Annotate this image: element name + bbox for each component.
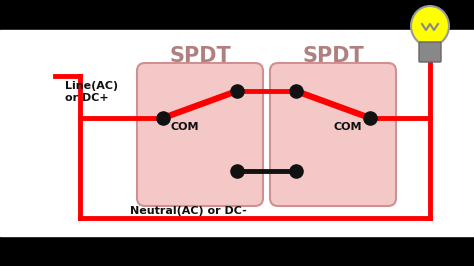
- Bar: [0, 30, 474, 236]
- Bar: [0, 236, 474, 266]
- FancyBboxPatch shape: [419, 42, 441, 62]
- Text: Line(AC)
or DC+: Line(AC) or DC+: [65, 81, 118, 103]
- Point: [233, 169, 241, 173]
- Point: [233, 89, 241, 93]
- Text: COM: COM: [171, 122, 200, 132]
- Point: [292, 89, 300, 93]
- Ellipse shape: [411, 6, 449, 46]
- Text: Neutral(AC) or DC-: Neutral(AC) or DC-: [130, 206, 247, 216]
- Point: [292, 169, 300, 173]
- Point: [159, 116, 167, 120]
- Text: SPDT: SPDT: [302, 46, 364, 66]
- Point: [366, 116, 374, 120]
- FancyBboxPatch shape: [137, 63, 263, 206]
- FancyBboxPatch shape: [270, 63, 396, 206]
- Text: COM: COM: [334, 122, 362, 132]
- Text: SPDT: SPDT: [169, 46, 231, 66]
- Bar: [0, 0, 474, 30]
